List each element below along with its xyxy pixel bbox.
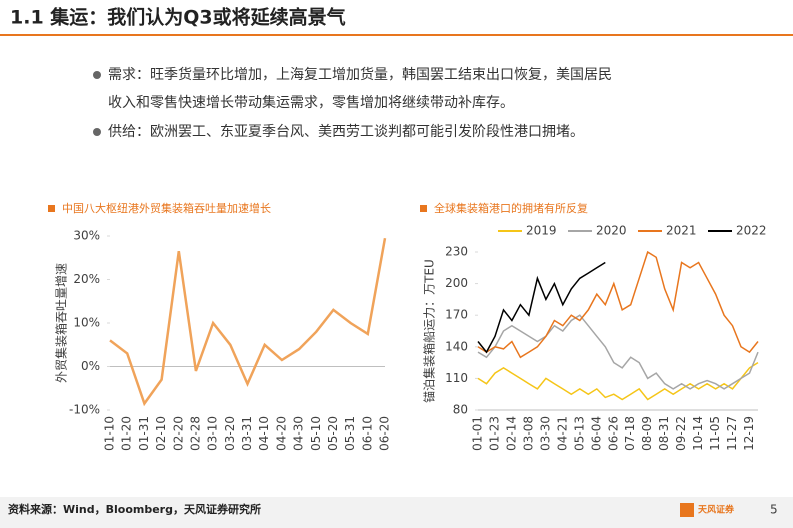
x-tick-label: 02-20	[171, 416, 185, 451]
x-tick-label: 04-20	[274, 416, 288, 451]
chart-title: 中国八大枢纽港外贸集装箱吞吐量加速增长	[62, 201, 271, 215]
x-tick-label: 09-22	[674, 416, 688, 451]
bullet-text: 供给：欧洲罢工、东亚夏季台风、美西劳工谈判都可能引发阶段性港口拥堵。	[108, 124, 584, 140]
y-tick-label: 110	[445, 371, 468, 385]
x-tick-label: 12-19	[742, 416, 756, 451]
legend-label: 2022	[736, 224, 767, 238]
y-tick-label: 20%	[73, 272, 100, 286]
x-tick-label: 03-20	[223, 416, 237, 451]
x-tick-label: 01-31	[137, 416, 151, 451]
y-axis-label: 外贸集装箱吞吐量增速	[54, 263, 69, 383]
x-tick-label: 03-10	[206, 416, 220, 451]
x-tick-label: 06-26	[606, 416, 620, 451]
y-tick-label: 0%	[81, 359, 100, 373]
y-tick-label: 200	[445, 276, 468, 290]
title-marker	[420, 205, 427, 212]
bullet-dot	[93, 128, 101, 136]
bullet-dot	[93, 71, 101, 79]
x-tick-label: 01-01	[471, 416, 485, 451]
x-tick-label: 11-05	[708, 416, 722, 451]
x-tick-label: 03-30	[538, 416, 552, 451]
x-tick-label: 01-10	[103, 416, 117, 451]
x-tick-label: 04-10	[257, 416, 271, 451]
bullet-text: 收入和零售快速增长带动集运需求，零售增加将继续带动补库存。	[108, 94, 514, 111]
x-tick-label: 08-31	[657, 416, 671, 451]
x-tick-label: 04-21	[555, 416, 569, 451]
x-tick-label: 06-20	[378, 416, 392, 451]
x-tick-label: 03-08	[521, 416, 535, 451]
x-tick-label: 03-31	[240, 416, 254, 451]
legend-label: 2019	[526, 224, 557, 238]
chart-title: 全球集装箱港口的拥堵有所反复	[434, 201, 588, 215]
y-tick-label: 230	[445, 245, 468, 259]
page-number: 5	[770, 503, 778, 517]
x-tick-label: 01-20	[120, 416, 134, 451]
x-tick-label: 06-04	[589, 416, 603, 451]
x-tick-label: 05-31	[343, 416, 357, 451]
x-tick-label: 05-10	[309, 416, 323, 451]
x-tick-label: 06-10	[360, 416, 374, 451]
data-line	[477, 361, 759, 401]
title-marker	[48, 205, 55, 212]
x-tick-label: 01-23	[487, 416, 501, 451]
y-axis-label: 锚泊集装箱船运力：万TEU	[422, 259, 437, 403]
y-tick-label: 30%	[73, 229, 100, 243]
x-tick-label: 02-14	[504, 416, 518, 451]
x-tick-label: 05-20	[326, 416, 340, 451]
logo-text: 天风证券	[698, 504, 735, 516]
x-tick-label: 07-18	[623, 416, 637, 451]
footer-source: 资料来源：Wind，Bloomberg，天风证券研究所	[8, 502, 261, 516]
y-tick-label: 10%	[73, 316, 100, 330]
y-tick-label: -10%	[69, 403, 100, 417]
x-tick-label: 10-14	[691, 416, 705, 451]
y-tick-label: 170	[445, 308, 468, 322]
legend-label: 2020	[596, 224, 627, 238]
legend-label: 2021	[666, 224, 697, 238]
bullet-text: 需求：旺季货量环比增加，上海复工增加货量，韩国罢工结束出口恢复，美国居民	[108, 66, 612, 83]
data-line	[477, 261, 606, 354]
logo-mark	[680, 503, 694, 517]
x-tick-label: 11-27	[725, 416, 739, 451]
x-tick-label: 08-09	[640, 416, 654, 451]
footer-bar	[0, 497, 793, 528]
x-tick-label: 05-13	[572, 416, 586, 451]
slide-title: 1.1 集运：我们认为Q3或将延续高景气	[10, 6, 346, 29]
x-tick-label: 04-30	[292, 416, 306, 451]
x-tick-label: 02-10	[154, 416, 168, 451]
data-line	[477, 314, 759, 390]
x-tick-label: 02-28	[188, 416, 202, 451]
y-tick-label: 140	[445, 339, 468, 353]
data-line	[477, 250, 759, 359]
y-tick-label: 80	[453, 403, 468, 417]
data-line	[109, 237, 387, 407]
